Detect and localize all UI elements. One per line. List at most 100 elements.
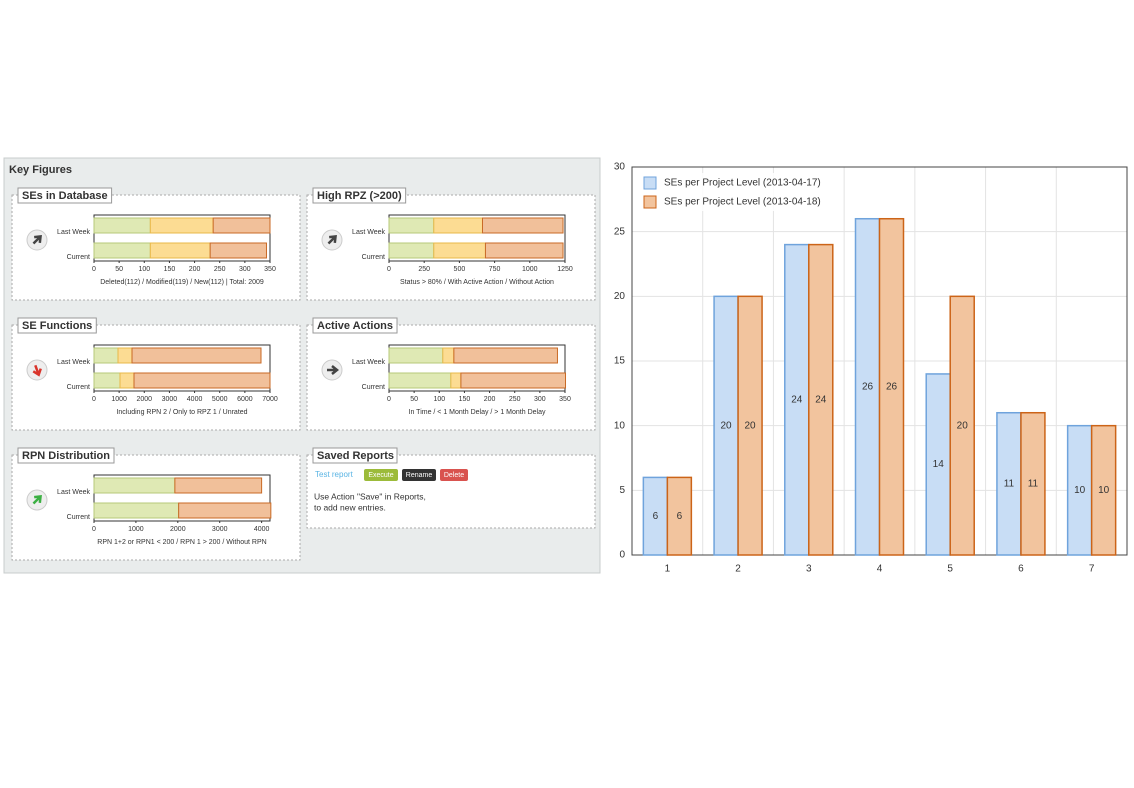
x-tick-label: 500	[454, 266, 466, 273]
box-title-frame	[312, 317, 398, 334]
report-link[interactable]: Test report	[315, 470, 354, 479]
bar-segment	[93, 217, 151, 234]
chart-note: Deleted(112) / Modified(119) / New(112) …	[100, 279, 264, 286]
x-tick-label: 200	[189, 266, 201, 273]
x-tick-label: 250	[418, 266, 430, 273]
x-tick-label: 0	[92, 526, 96, 533]
x-tick-label: 0	[387, 266, 391, 273]
value-label: 11	[1028, 479, 1039, 490]
button-label[interactable]: Delete	[444, 472, 464, 479]
execute-button[interactable]	[364, 469, 398, 481]
bar-segment	[133, 372, 271, 389]
legend-box	[640, 173, 840, 211]
bar-segment	[93, 347, 119, 364]
x-tick-label: 3000	[162, 396, 178, 403]
category-label: Current	[362, 384, 385, 391]
box-title-frame	[312, 447, 398, 464]
chart-note: In Time / < 1 Month Delay / > 1 Month De…	[409, 409, 546, 416]
x-tick-label: 250	[509, 396, 521, 403]
x-tick-label: 4000	[187, 396, 203, 403]
x-tick-label: 3000	[212, 526, 228, 533]
x-tick-label: 250	[214, 266, 226, 273]
value-label: 11	[1004, 479, 1015, 490]
x-tick-label: 1000	[128, 526, 144, 533]
chart-note: RPN 1+2 or RPN1 < 200 / RPN 1 > 200 / Wi…	[97, 539, 266, 546]
bar-segment	[93, 502, 180, 519]
rename-button[interactable]	[402, 469, 436, 481]
category-label: Last Week	[57, 489, 90, 496]
box-title: SE Functions	[22, 320, 92, 332]
value-label: 14	[933, 459, 945, 470]
bar-segment	[433, 217, 483, 234]
value-label: 20	[957, 420, 969, 431]
bar-segment	[388, 217, 435, 234]
x-tick-label: 1000	[522, 266, 538, 273]
x-tick-label: 50	[410, 396, 418, 403]
bar-segment	[119, 372, 135, 389]
legend-swatch	[643, 176, 657, 190]
x-tick-label: 5	[947, 564, 953, 575]
category-label: Current	[67, 254, 90, 261]
bar-segment	[149, 242, 211, 259]
x-tick-label: 2	[735, 564, 741, 575]
x-tick-label: 150	[459, 396, 471, 403]
value-label: 26	[886, 382, 898, 393]
help-text: Use Action "Save" in Reports,	[314, 491, 426, 501]
x-tick-label: 5000	[212, 396, 228, 403]
status-arrow	[327, 365, 340, 375]
bar-segment	[484, 242, 564, 259]
bar	[854, 217, 881, 556]
bar	[949, 295, 975, 556]
category-label: Current	[67, 514, 90, 521]
legend-swatch	[643, 195, 657, 209]
bar-segment	[388, 242, 435, 259]
value-label: 6	[677, 511, 683, 522]
panel-title: Key Figures	[9, 164, 72, 176]
value-label: 10	[1098, 485, 1110, 496]
status-arrow	[32, 364, 42, 377]
category-label: Last Week	[352, 229, 385, 236]
x-tick-label: 350	[264, 266, 276, 273]
box-title: Saved Reports	[317, 450, 394, 462]
bar	[878, 217, 905, 556]
value-label: 26	[862, 382, 874, 393]
bar-segment	[93, 477, 176, 494]
button-label[interactable]: Rename	[406, 472, 433, 479]
box-title: High RPZ (>200)	[317, 190, 402, 202]
button-label[interactable]: Execute	[368, 472, 393, 479]
y-tick-label: 30	[614, 162, 626, 173]
bar-segment	[209, 242, 267, 259]
category-label: Last Week	[57, 359, 90, 366]
y-tick-label: 15	[614, 356, 626, 367]
x-tick-label: 150	[164, 266, 176, 273]
box-title-frame	[17, 187, 113, 204]
status-arrow	[32, 235, 42, 245]
saved-reports-box	[306, 454, 596, 529]
value-label: 20	[745, 420, 757, 431]
x-tick-label: 7	[1089, 564, 1095, 575]
x-tick-label: 2000	[170, 526, 186, 533]
bar	[1090, 424, 1117, 556]
bar	[642, 476, 669, 556]
x-tick-label: 0	[387, 396, 391, 403]
x-tick-label: 7000	[262, 396, 278, 403]
bar-segment	[481, 217, 564, 234]
x-tick-label: 100	[433, 396, 445, 403]
bar	[996, 411, 1022, 556]
x-tick-label: 300	[239, 266, 251, 273]
delete-button[interactable]	[440, 469, 468, 481]
legend-label: SEs per Project Level (2013-04-18)	[664, 197, 821, 208]
legend-label: SEs per Project Level (2013-04-17)	[664, 178, 821, 189]
value-label: 24	[815, 394, 827, 405]
x-tick-label: 1000	[111, 396, 127, 403]
value-label: 24	[791, 394, 803, 405]
box-title: RPN Distribution	[22, 450, 110, 462]
bar-segment	[388, 347, 444, 364]
bar	[784, 243, 810, 556]
y-tick-label: 5	[619, 485, 625, 496]
x-tick-label: 1250	[557, 266, 573, 273]
status-arrow	[327, 235, 337, 245]
x-tick-label: 4000	[254, 526, 270, 533]
x-tick-label: 0	[92, 266, 96, 273]
